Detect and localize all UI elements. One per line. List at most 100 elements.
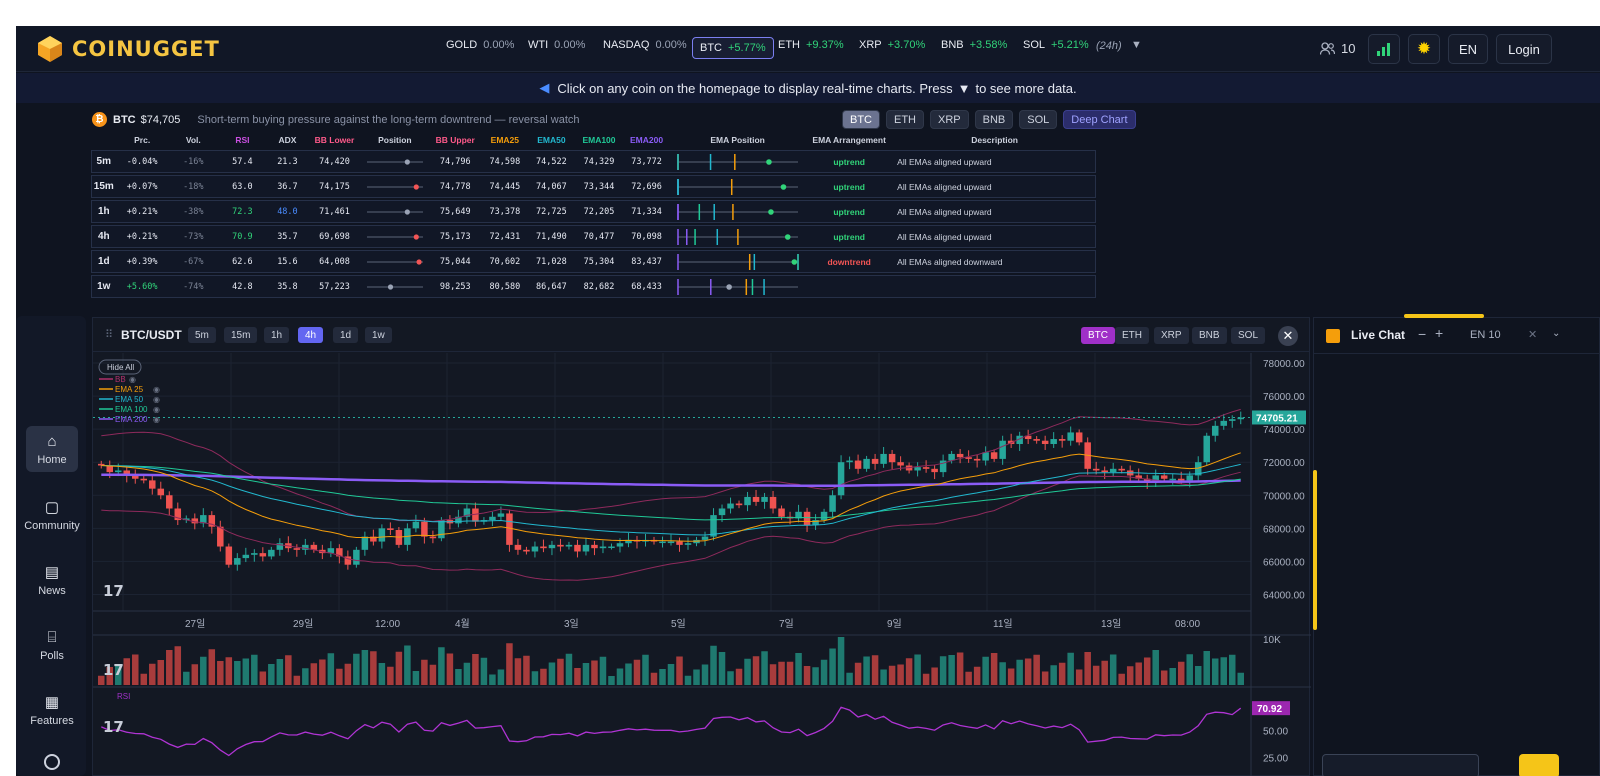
candle [370,536,377,542]
price-change-cell: +0.21% [115,200,169,223]
chat-scrollbar[interactable] [1313,470,1317,630]
volume-bar [880,669,887,685]
chart-coin-button-btc[interactable]: BTC [1081,327,1115,344]
timeframe-button-15m[interactable]: 15m [224,327,258,343]
volume-bar [327,653,335,685]
ticker-btc[interactable]: BTC +5.77% [692,37,774,59]
legend-item[interactable]: EMA 25 [115,385,144,394]
chart-coin-button-bnb[interactable]: BNB [1192,327,1227,344]
ticker-nasdaq[interactable]: NASDAQ 0.00% [603,39,687,51]
legend-item[interactable]: EMA 100 [115,405,148,414]
volume-bar [1084,652,1091,685]
chat-close-icon[interactable]: ✕ [1528,329,1538,341]
ema-position-cell [670,175,806,198]
hide-all-button[interactable] [98,359,142,375]
chart-coin-button-eth[interactable]: ETH [1115,327,1149,344]
eye-icon[interactable]: ◉ [153,385,160,394]
chart-coin-button-xrp[interactable]: XRP [1154,327,1189,344]
timeframe-button-4h[interactable]: 4h [298,327,324,343]
volume-bar [217,661,224,685]
indicator-tab-bnb[interactable]: BNB [974,110,1014,129]
legend-item[interactable]: EMA 50 [115,395,144,404]
bb-upper-line [101,408,1241,522]
eye-icon[interactable]: ◉ [153,395,160,404]
ticker-sol[interactable]: SOL +5.21% [1023,39,1089,51]
sidebar-item-community[interactable]: ▢ Community [24,492,80,538]
volume-bar [463,662,471,685]
ema200-cell: 70,098 [623,225,671,248]
ticker-xrp[interactable]: XRP +3.70% [859,39,925,51]
candle [710,515,717,537]
logo[interactable]: COINUGGET [36,35,220,63]
sidebar-item-home[interactable]: ⌂ Home [26,426,78,472]
legend-item[interactable]: BB [115,375,126,384]
chat-expand-button[interactable]: + [1435,325,1444,341]
ema100-cell: 72,205 [574,200,624,223]
bb-position-slider [366,258,423,265]
ticker-dropdown-icon[interactable]: ▼ [1131,39,1142,51]
newspaper-icon: ▤ [44,564,60,581]
timeframe-button-5m[interactable]: 5m [188,327,216,343]
candle [166,495,173,509]
volume-bar [1177,661,1185,685]
ticker-symbol: ETH [778,39,800,51]
language-button[interactable]: EN [1448,34,1488,64]
candle [251,553,258,555]
volume-bar [293,675,301,685]
volume-bar [1024,658,1032,685]
legend-item[interactable]: EMA 200 [115,415,148,424]
adx-cell: 48.0 [266,200,308,223]
chat-minimize-button[interactable]: − [1418,326,1427,342]
sidebar-item-features[interactable]: ▦ Features [26,687,78,733]
indicator-tab-xrp[interactable]: XRP [930,110,969,129]
volume-bar [761,651,768,685]
eye-icon[interactable]: ◉ [153,405,160,414]
eye-icon[interactable]: ◉ [129,375,136,384]
ticker-gold[interactable]: GOLD 0.00% [446,39,514,51]
volume-bar [480,657,488,685]
sidebar-item-polls[interactable]: ⌸ Polls [26,622,78,668]
timeframe-button-1w[interactable]: 1w [365,327,392,343]
chat-input[interactable] [1322,754,1479,776]
caret-down-icon: ▼ [957,80,971,96]
indicator-tab-sol[interactable]: SOL [1019,110,1058,129]
chat-resize-handle[interactable] [1404,314,1484,318]
eye-icon[interactable]: ◉ [153,415,160,424]
chart-coin-button-sol[interactable]: SOL [1231,327,1266,344]
timeframe-button-1h[interactable]: 1h [264,327,290,343]
timeframe-button-1d[interactable]: 1d [333,327,359,343]
chat-send-button[interactable] [1519,754,1559,776]
column-header: ADX [278,135,297,145]
drag-handle-icon[interactable]: ⠿ [105,329,114,341]
ema-position-cell [670,275,806,298]
chat-chevron-down-icon[interactable]: ⌄ [1552,328,1561,339]
candle [1016,435,1023,445]
candle [1109,468,1117,473]
volume-bar [302,668,309,685]
candle [1033,439,1040,441]
ticker-eth[interactable]: ETH +9.37% [778,39,844,51]
ticker-period: (24h) [1096,40,1122,52]
theme-toggle-button[interactable]: ✹ [1408,34,1440,64]
candle [837,462,845,496]
close-chart-button[interactable]: ✕ [1278,326,1298,346]
ticker-bnb[interactable]: BNB +3.58% [941,39,1007,51]
candle [599,546,607,549]
sidebar-item-news[interactable]: ▤ News [26,557,78,603]
adx-cell: 35.8 [266,275,308,298]
deep-chart-button[interactable]: Deep Chart [1063,110,1136,129]
indicator-tab-eth[interactable]: ETH [886,110,924,129]
ticker-wti[interactable]: WTI 0.00% [528,39,585,51]
volume-change-cell: -18% [168,175,218,198]
price-chart-canvas[interactable]: 78000.00 76000.00 74000.00 72000.00 70000.00… [93,353,1311,776]
volume-bar [803,666,811,685]
candle [557,544,564,547]
signal-button[interactable] [1368,34,1400,64]
indicator-tab-btc[interactable]: BTC [842,110,880,129]
rsi-label: RSI [117,692,130,701]
adx-cell: 36.7 [266,175,308,198]
sidebar-more-icon[interactable] [44,754,60,770]
chat-room-label[interactable]: EN 10 [1470,329,1501,341]
volume-bar [931,667,938,685]
login-button[interactable]: Login [1496,34,1552,64]
